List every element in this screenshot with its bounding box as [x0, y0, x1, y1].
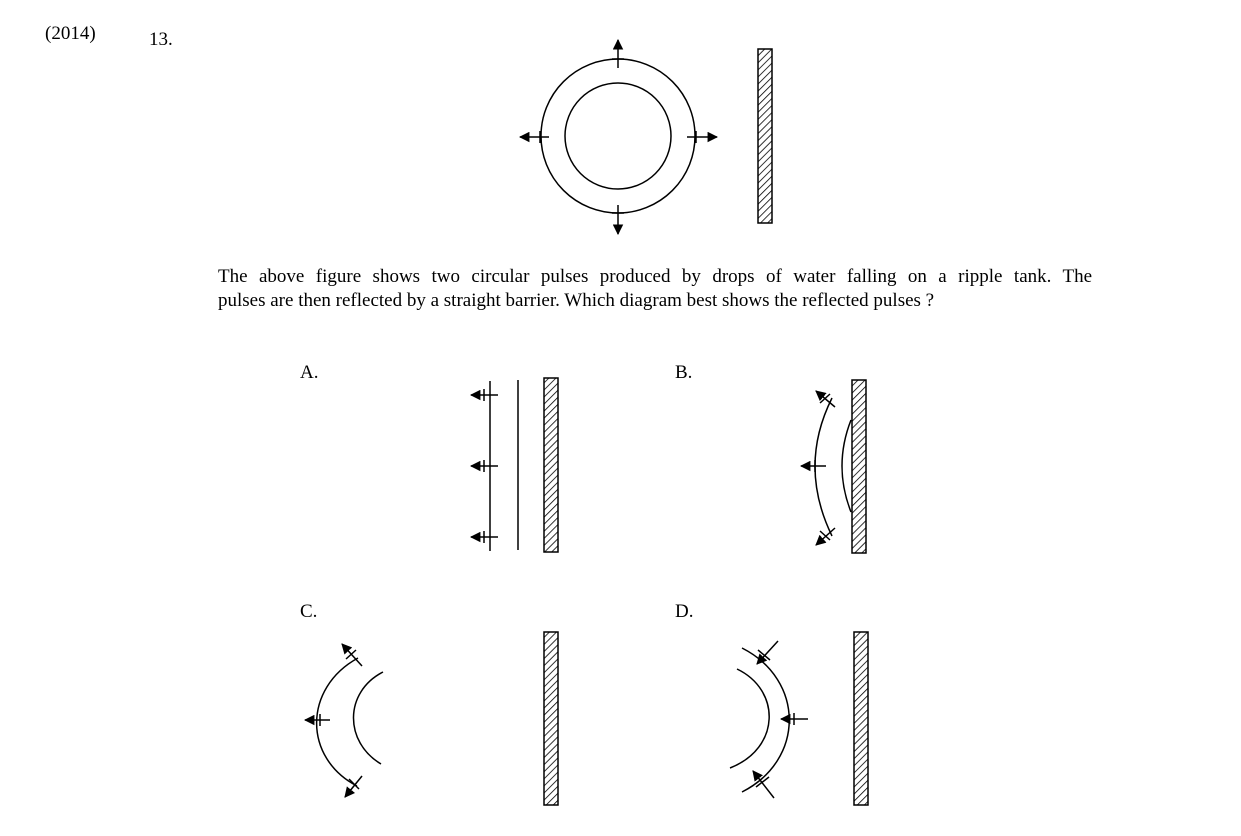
- barrier-a: [543, 377, 559, 553]
- outer-pulse: [540, 58, 696, 214]
- option-b-label: B.: [675, 362, 693, 383]
- barrier-c: [543, 631, 559, 806]
- question-line-1: The above figure shows two circular puls…: [218, 266, 1092, 287]
- option-c-figure: [303, 631, 559, 806]
- barrier-d: [853, 631, 869, 806]
- wavefront-b-inner: [841, 419, 852, 513]
- wavefront-b-outer: [814, 397, 833, 537]
- option-d-label: D.: [675, 601, 694, 622]
- option-b-figure: [799, 379, 867, 554]
- question-line-2: pulses are then reflected by a straight …: [218, 290, 935, 311]
- barrier-main: [757, 48, 773, 224]
- wavefront-c-outer: [315, 657, 359, 787]
- year-label: (2014): [45, 23, 96, 44]
- question-number: 13.: [149, 29, 173, 50]
- wavefront-d-inner: [729, 668, 770, 769]
- inner-pulse: [564, 82, 672, 190]
- main-figure: [518, 38, 773, 236]
- wavefront-d-outer: [741, 647, 790, 793]
- wavefront-c-inner: [352, 671, 384, 765]
- option-c-label: C.: [300, 601, 318, 622]
- option-d-figure: [729, 631, 869, 806]
- option-a-label: A.: [300, 362, 319, 383]
- option-a-figure: [469, 377, 559, 553]
- question-text: The above figure shows two circular puls…: [218, 265, 1092, 313]
- barrier-b: [851, 379, 867, 554]
